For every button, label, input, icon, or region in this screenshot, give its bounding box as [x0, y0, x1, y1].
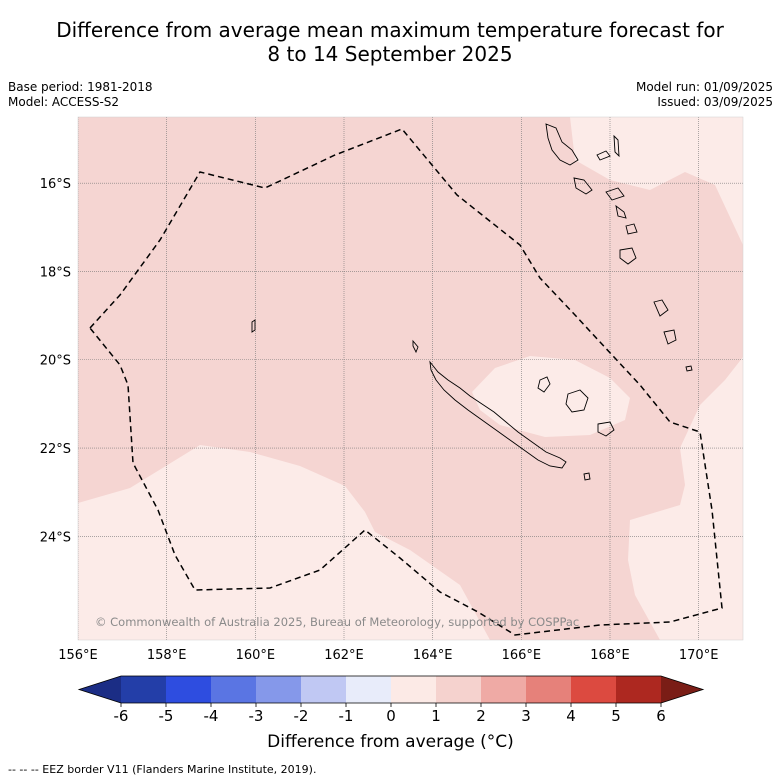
- colorbar-under-arrow: [79, 676, 121, 703]
- colorbar-segment: [256, 676, 301, 703]
- colorbar-segment: [526, 676, 571, 703]
- model-run: Model run: 01/09/2025: [635, 80, 773, 94]
- anomaly-region-0-1-southeast: [628, 357, 743, 640]
- lat-tick-label: 16°S: [40, 177, 71, 192]
- lon-tick-label: 168°E: [590, 648, 630, 663]
- map-title: Difference from average mean maximum tem…: [0, 18, 781, 66]
- aneityum-outline: [663, 329, 677, 345]
- colorbar-tick-label: -4: [204, 707, 219, 725]
- copyright-text: © Commonwealth of Australia 2025, Bureau…: [95, 615, 579, 629]
- colorbar-segment: [301, 676, 346, 703]
- espiritu-santo-outline: [545, 123, 579, 166]
- meta-left: Base period: 1981-2018 Model: ACCESS-S2: [8, 80, 153, 110]
- tanna-outline: [653, 299, 669, 317]
- lat-tick-label: 20°S: [40, 354, 71, 369]
- lon-tick-label: 164°E: [413, 648, 453, 663]
- colorbar-segment: [211, 676, 256, 703]
- map-frame: [78, 117, 743, 640]
- maewo-outline: [613, 134, 620, 158]
- colorbar-tick-label: 5: [611, 707, 621, 725]
- mare-outline: [597, 421, 615, 437]
- lon-tick-label: 156°E: [58, 648, 98, 663]
- ouvea-outline: [537, 376, 551, 393]
- eez-footnote: -- -- -- EEZ border V11 (Flanders Marine…: [8, 763, 317, 776]
- colorbar-tick-label: -6: [114, 707, 129, 725]
- lat-tick-label: 18°S: [40, 265, 71, 280]
- anomaly-region-0-1-loyalty: [472, 356, 630, 437]
- malekula-outline: [573, 177, 593, 195]
- coastlines: [251, 123, 693, 481]
- epi-outline: [615, 204, 627, 219]
- colorbar-segment: [571, 676, 616, 703]
- lifou-outline: [565, 389, 589, 413]
- isle-of-pines-outline: [583, 472, 591, 481]
- lat-tick-label: 22°S: [40, 442, 71, 457]
- colorbar-segment: [166, 676, 211, 703]
- lat-tick-label: 24°S: [40, 530, 71, 545]
- lon-tick-label: 166°E: [502, 648, 542, 663]
- colorbar-tick-label: 0: [386, 707, 396, 725]
- colorbar-tick-label: 2: [476, 707, 486, 725]
- anomaly-region-0-1-northeast: [570, 117, 743, 245]
- colorbar-segment: [616, 676, 661, 703]
- anomaly-region-0-1-southwest: [78, 445, 490, 640]
- lon-tick-label: 162°E: [324, 648, 364, 663]
- colorbar-label: Difference from average (°C): [267, 732, 514, 752]
- colorbar-segment: [391, 676, 436, 703]
- colorbar-tick-label: -2: [294, 707, 309, 725]
- colorbar-tick-label: 6: [656, 707, 666, 725]
- ambrym-outline: [605, 187, 625, 201]
- model-name: Model: ACCESS-S2: [8, 95, 120, 109]
- ambae-outline: [596, 150, 611, 161]
- graticule: [78, 117, 743, 640]
- colorbar-segment: [121, 676, 166, 703]
- belep-islands-outline: [412, 339, 419, 354]
- colorbar-segment: [436, 676, 481, 703]
- colorbar-tick-label: -1: [339, 707, 354, 725]
- colorbar-tick-label: 4: [566, 707, 576, 725]
- lon-tick-label: 170°E: [679, 648, 719, 663]
- colorbar-tick-label: 3: [521, 707, 531, 725]
- colorbar-segment: [481, 676, 526, 703]
- chesterfield-outline: [251, 319, 256, 333]
- lon-tick-label: 158°E: [147, 648, 187, 663]
- colorbar-tick-label: -5: [159, 707, 174, 725]
- colorbar: -6 -5 -4 -3 -2 -1 0 1 2 3 4 5 6: [77, 675, 705, 725]
- eez-border: [89, 128, 723, 636]
- colorbar-segment: [346, 676, 391, 703]
- colorbar-over-arrow: [661, 676, 703, 703]
- map-title-line2: 8 to 14 September 2025: [267, 42, 513, 66]
- colorbar-tick-label: 1: [431, 707, 441, 725]
- latitude-labels: 16°S 18°S 20°S 22°S 24°S: [40, 177, 71, 545]
- map-title-line1: Difference from average mean maximum tem…: [56, 18, 724, 42]
- meta-right: Model run: 01/09/2025 Issued: 03/09/2025: [636, 80, 773, 110]
- new-caledonia-outline: [429, 360, 567, 469]
- lon-tick-label: 160°E: [236, 648, 276, 663]
- issued-date: Issued: 03/09/2025: [657, 95, 773, 109]
- map-border: [77, 116, 744, 641]
- longitude-labels: 156°E 158°E 160°E 162°E 164°E 166°E 168°E 170°E: [58, 648, 718, 663]
- hunter-island-outline: [685, 365, 693, 372]
- efate-outline: [625, 223, 638, 235]
- colorbar-tick-label: -3: [249, 707, 264, 725]
- base-period: Base period: 1981-2018: [8, 80, 153, 94]
- erromango-outline: [619, 247, 637, 265]
